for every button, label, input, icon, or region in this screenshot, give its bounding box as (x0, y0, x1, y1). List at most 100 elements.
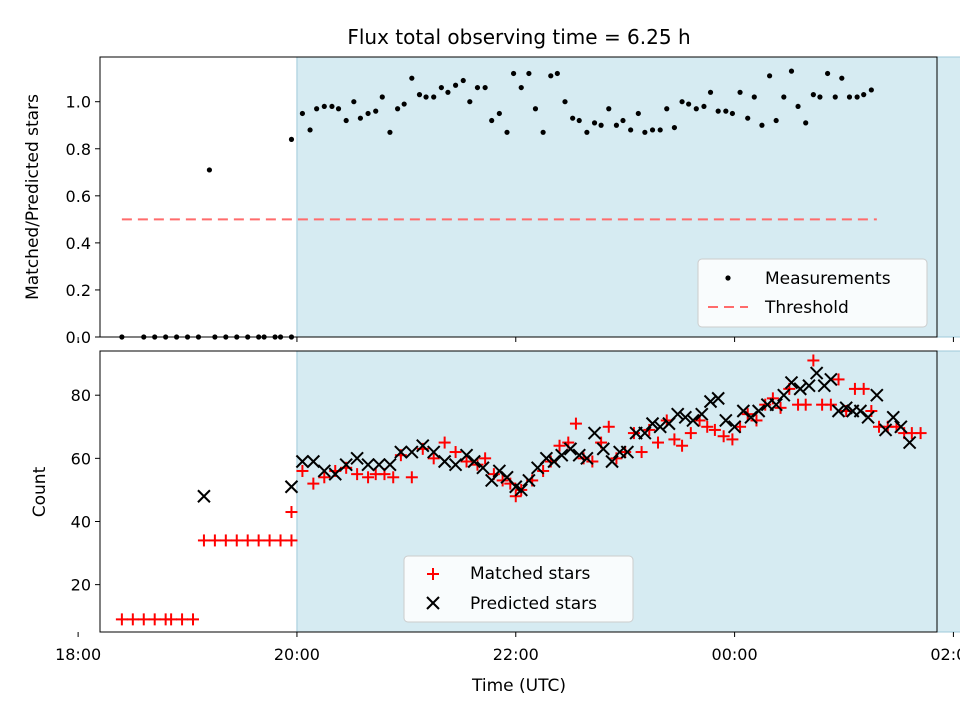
legend-measurement-marker (725, 275, 731, 281)
predicted-star-point (339, 457, 353, 472)
predicted-star-point (727, 420, 742, 434)
measurement-point (693, 106, 699, 112)
measurement-point (598, 122, 604, 128)
x-tick-label: 02:00 (930, 645, 960, 664)
ratio-y-tick-label: 0.8 (66, 140, 91, 159)
predicted-star-point (580, 451, 594, 466)
predicted-star-point (394, 445, 408, 459)
predicted-star-point (596, 442, 611, 456)
matched-star-point (449, 446, 462, 459)
measurement-point (445, 89, 451, 95)
x-tick-label: 18:00 (55, 645, 101, 664)
matched-star-point (537, 464, 550, 477)
predicted-star-point (361, 457, 375, 472)
measurement-point (846, 94, 853, 100)
measurement-point (307, 127, 313, 133)
predicted-star-point (405, 445, 419, 459)
measurement-point (467, 99, 473, 105)
measurement-point (532, 106, 539, 112)
matched-star-point (176, 613, 189, 626)
predicted-star-point (476, 461, 490, 475)
measurement-point (373, 108, 379, 114)
predicted-star-point (555, 448, 569, 462)
measurement-point (401, 101, 407, 107)
predicted-star-point (539, 451, 554, 466)
predicted-star-point (383, 457, 397, 472)
matched-star-point (126, 613, 139, 626)
matched-star-point (479, 452, 492, 465)
predicted-star-point (572, 448, 586, 462)
measurement-point (715, 108, 721, 114)
matched-star-point (602, 420, 615, 433)
matched-star-point (165, 613, 178, 626)
predicted-star-point (670, 407, 685, 421)
matched-star-point (263, 534, 276, 547)
legend-predicted-label: Predicted stars (470, 594, 597, 614)
measurement-point (343, 117, 349, 124)
count-y-tick-label: 40 (71, 512, 91, 531)
measurement-point (729, 110, 736, 117)
predicted-star-point (197, 489, 211, 503)
count-legend: Matched stars Predicted stars (403, 555, 634, 623)
matched-star-point (717, 430, 730, 443)
measurement-point (335, 106, 342, 112)
measurement-point (606, 106, 612, 112)
measurement-point (803, 120, 809, 126)
count-y-tick-label: 20 (71, 576, 91, 595)
measurement-point (620, 117, 626, 124)
predicted-star-point (678, 410, 693, 425)
measurement-point (387, 129, 393, 135)
matched-star-point (668, 433, 681, 446)
matched-star-point (115, 613, 128, 626)
measurement-point (562, 99, 568, 105)
measurement-point (737, 89, 743, 95)
measurement-point (664, 106, 670, 112)
legend-matched-marker (427, 568, 439, 580)
predicted-star-point (306, 454, 321, 469)
predicted-star-point (861, 410, 875, 425)
measurement-point (642, 129, 648, 135)
measurement-point (288, 136, 295, 142)
matched-star-point (619, 446, 632, 459)
matched-star-point (296, 464, 309, 477)
measurement-point (832, 94, 838, 100)
measurement-point (299, 110, 306, 117)
count-legend-box (403, 555, 634, 623)
measurement-point (570, 115, 576, 121)
measurement-point (365, 110, 371, 117)
predicted-star-point (769, 397, 783, 412)
x-tick-label: 20:00 (274, 645, 320, 664)
measurement-point (635, 110, 641, 117)
measurement-point (416, 92, 423, 98)
measurement-point (460, 77, 466, 84)
measurement-point (489, 117, 495, 124)
measurement-point (351, 99, 357, 105)
ratio-panel: 0.00.20.40.60.81.0 Matched/Predicted sta… (23, 56, 960, 347)
ratio-y-tick-label: 0.6 (66, 187, 91, 206)
matched-star-point (219, 534, 232, 547)
measurement-point (861, 92, 867, 98)
matched-star-point (701, 420, 714, 433)
matched-star-point (241, 534, 254, 547)
count-points (115, 354, 927, 626)
measurement-point (824, 70, 831, 77)
measurement-point (576, 117, 582, 124)
ratio-y-ticks: 0.00.20.40.60.81.0 (66, 93, 100, 347)
matched-star-point (726, 433, 739, 446)
predicted-star-point (711, 391, 725, 406)
matched-star-point (197, 534, 210, 547)
predicted-star-point (824, 372, 838, 387)
matched-star-point (553, 439, 566, 452)
measurement-point (613, 122, 620, 128)
predicted-star-point (645, 416, 660, 431)
legend-predicted-marker (426, 596, 440, 610)
predicted-star-point (777, 388, 791, 402)
predicted-star-point (514, 483, 528, 497)
matched-star-point (734, 420, 747, 433)
count-y-ticks: 20 40 60 80 (71, 386, 100, 595)
matched-star-point (807, 354, 820, 367)
measurement-point (452, 82, 459, 88)
predicted-star-point (809, 366, 824, 380)
ratio-y-tick-label: 0.4 (66, 234, 91, 253)
